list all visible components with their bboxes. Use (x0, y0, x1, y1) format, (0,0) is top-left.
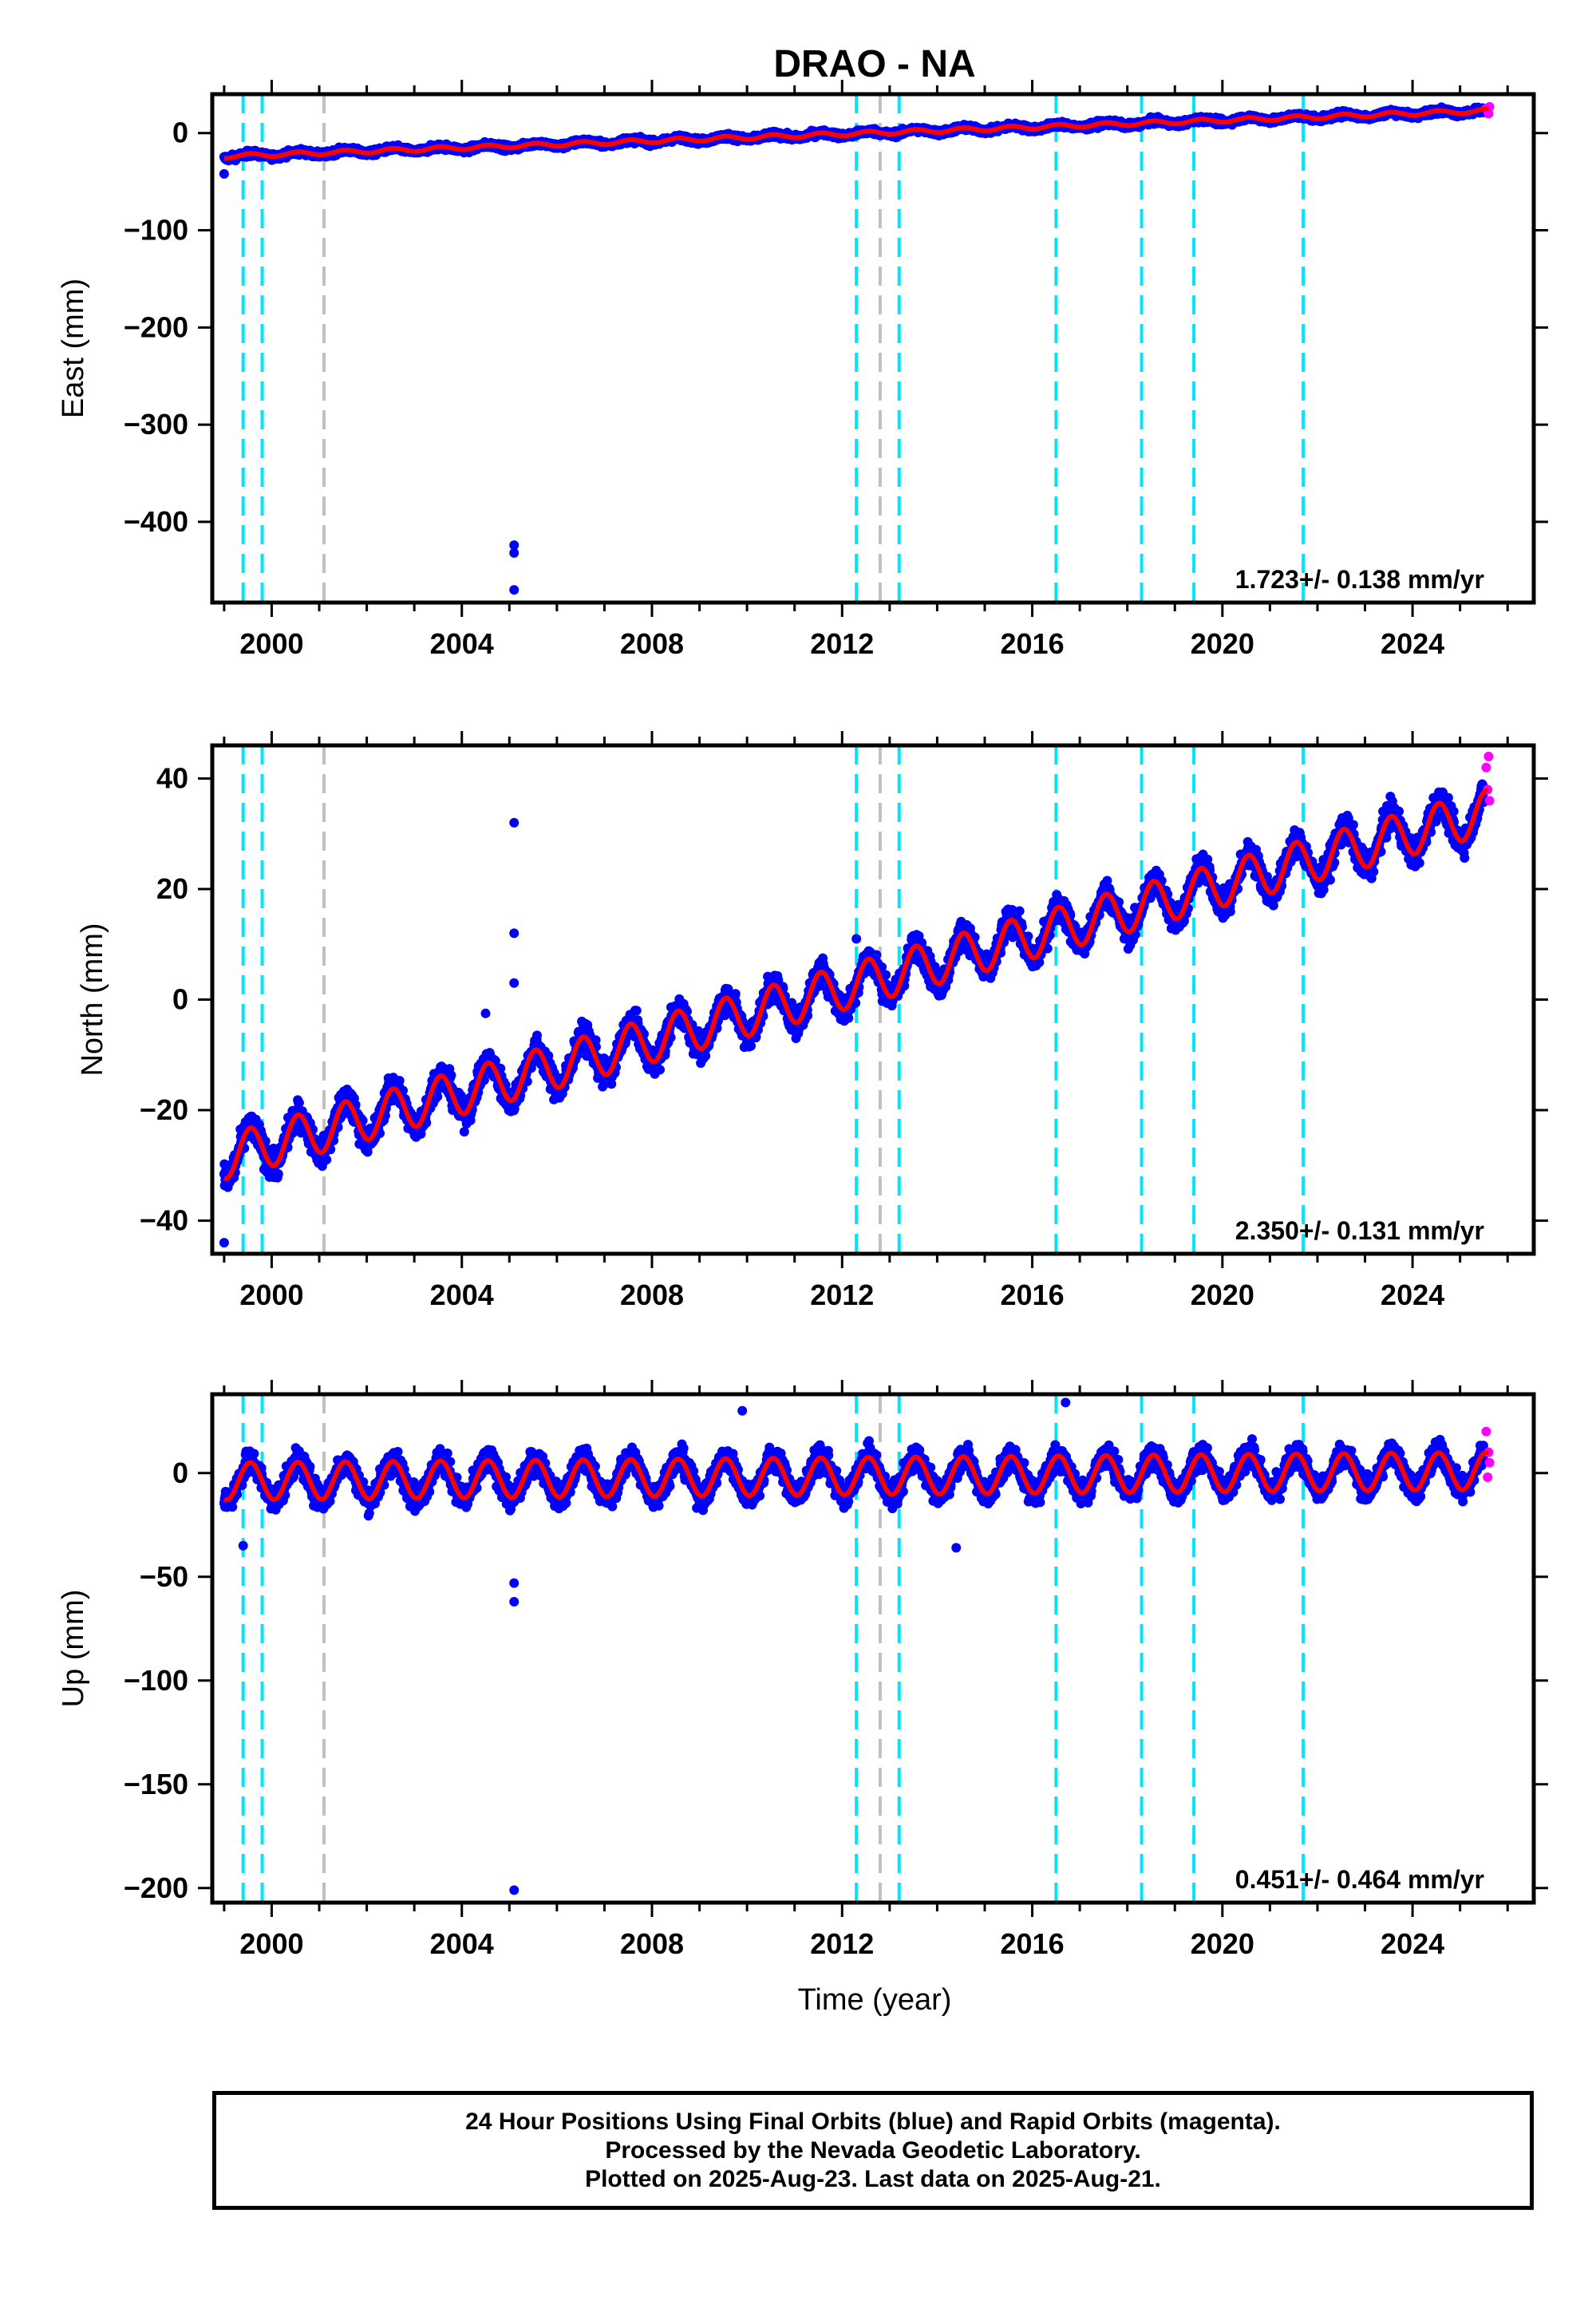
final-orbit-points (219, 779, 1489, 1248)
figure-title: DRAO - NA (773, 43, 975, 85)
x-tick-label: 2020 (1191, 627, 1254, 660)
data-point (273, 1168, 283, 1179)
x-tick-label: 2004 (430, 627, 494, 660)
x-tick-label: 2000 (239, 627, 303, 660)
outlier-point (509, 547, 519, 558)
y-tick-label: −300 (124, 408, 188, 441)
plot-area (219, 94, 1495, 603)
panel-east: 2000 2004 2008 2012 2016 2020 2024 0 −100 −200 −30… (57, 80, 1548, 660)
x-tick-label: 2012 (810, 627, 874, 660)
y-tick-label: −400 (124, 505, 188, 538)
y-axis-label: East (mm) (57, 279, 90, 418)
model-fit-line (223, 106, 1491, 161)
final-orbit-points (219, 102, 1489, 595)
data-point (294, 1097, 304, 1108)
x-tick-label: 2024 (1381, 627, 1444, 660)
outlier-point (219, 168, 229, 179)
plot-area (219, 745, 1495, 1254)
x-tick-label: 2016 (1001, 627, 1065, 660)
data-point (322, 1155, 332, 1165)
outlier-point (509, 585, 519, 595)
y-tick-label: −100 (124, 214, 188, 247)
y-tick-label: −200 (124, 310, 188, 343)
x-tick-label: 2008 (620, 627, 684, 660)
y-tick-label: 0 (172, 117, 188, 149)
plot-frame (210, 92, 1536, 605)
panel-north: 2000 2004 2008 2012 2016 2020 202440200−20−40N… (76, 731, 1548, 1311)
rate-label: 1.723+/- 0.138 mm/yr (1235, 565, 1484, 594)
